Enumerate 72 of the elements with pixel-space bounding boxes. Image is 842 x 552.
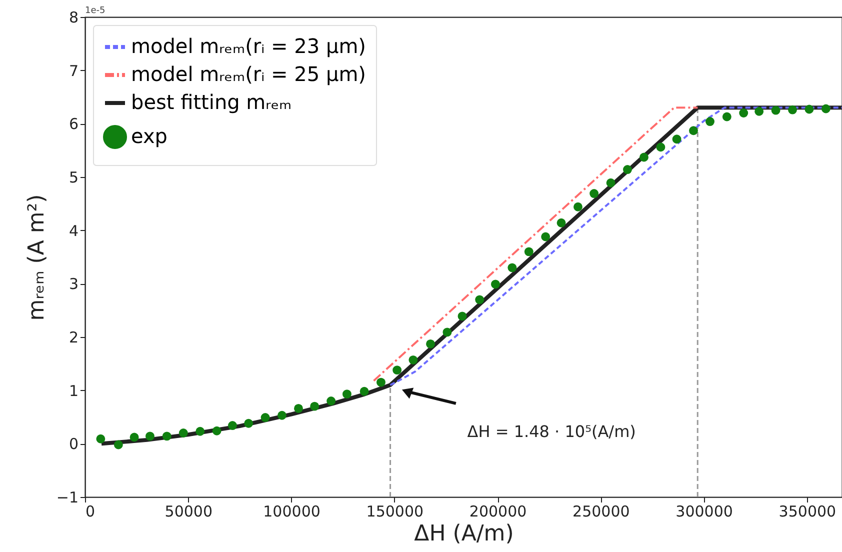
- x-tick-label: 100000: [263, 502, 320, 520]
- point: [360, 386, 369, 396]
- point: [162, 432, 172, 441]
- point: [244, 418, 254, 428]
- legend-label: exp: [131, 124, 168, 148]
- point: [804, 104, 814, 114]
- point: [408, 355, 418, 364]
- point: [376, 378, 386, 387]
- y-tick-label: 0: [68, 435, 78, 454]
- x-tick-label: 350000: [778, 502, 836, 520]
- point: [278, 410, 286, 420]
- point: [342, 390, 352, 399]
- point: [556, 218, 566, 228]
- point: [96, 434, 106, 444]
- legend-label: model mᵣₑₘ(rᵢ = 23 μm): [131, 34, 366, 58]
- point: [491, 280, 500, 289]
- point: [392, 366, 402, 375]
- x-tick-label: 0: [86, 502, 96, 520]
- point: [228, 421, 237, 430]
- point: [212, 426, 222, 436]
- point: [294, 404, 303, 413]
- x-tick-label: 150000: [366, 502, 424, 520]
- line-series: [389, 106, 842, 386]
- text: 1e-5: [85, 6, 106, 16]
- point: [541, 232, 550, 242]
- point: [146, 432, 154, 441]
- y-tick-label: 4: [68, 222, 78, 240]
- point: [130, 432, 139, 442]
- legend-label: model mᵣₑₘ(rᵢ = 25 μm): [131, 62, 366, 86]
- point: [458, 312, 467, 321]
- x-tick-label: 50000: [164, 502, 212, 520]
- point: [475, 295, 484, 304]
- point: [788, 105, 797, 114]
- x-axis-title: ΔH (A/m): [414, 522, 514, 546]
- point: [706, 117, 714, 126]
- y-tick-label: 2: [68, 328, 78, 346]
- point: [508, 263, 517, 272]
- point: [771, 106, 780, 115]
- point: [524, 247, 534, 256]
- point: [739, 108, 748, 118]
- x-tick-label: 250000: [572, 502, 630, 520]
- x-tick-label: 200000: [469, 502, 527, 520]
- point: [590, 189, 599, 198]
- point: [821, 104, 830, 114]
- point: [196, 426, 205, 436]
- y-tick-label: 6: [68, 115, 78, 134]
- y-tick-label: 7: [68, 62, 78, 80]
- y-tick-label: 5: [68, 168, 78, 186]
- y-tick-label: 3: [68, 275, 78, 294]
- y-tick-label: −1: [56, 488, 78, 506]
- x-tick-label: 300000: [676, 502, 733, 520]
- y-tick-label: 8: [68, 8, 78, 26]
- point: [310, 402, 320, 411]
- legend-label: best fitting mᵣₑₘ: [131, 90, 292, 114]
- point: [640, 152, 648, 162]
- point: [689, 126, 698, 136]
- point: [754, 106, 764, 116]
- point: [656, 142, 666, 152]
- point: [672, 134, 682, 144]
- y-tick-label: 1: [68, 382, 78, 400]
- point: [178, 428, 188, 438]
- y-axis-title: mᵣₑₘ (A m²): [24, 194, 50, 321]
- point: [114, 440, 123, 450]
- point: [426, 339, 435, 348]
- point: [326, 396, 336, 406]
- point: [442, 328, 452, 337]
- point: [260, 413, 270, 422]
- annotation: ΔH = 1.48 · 10⁵(A/m): [467, 422, 636, 442]
- point: [574, 202, 582, 212]
- point: [722, 112, 732, 122]
- point: [623, 165, 632, 174]
- point: [606, 178, 616, 188]
